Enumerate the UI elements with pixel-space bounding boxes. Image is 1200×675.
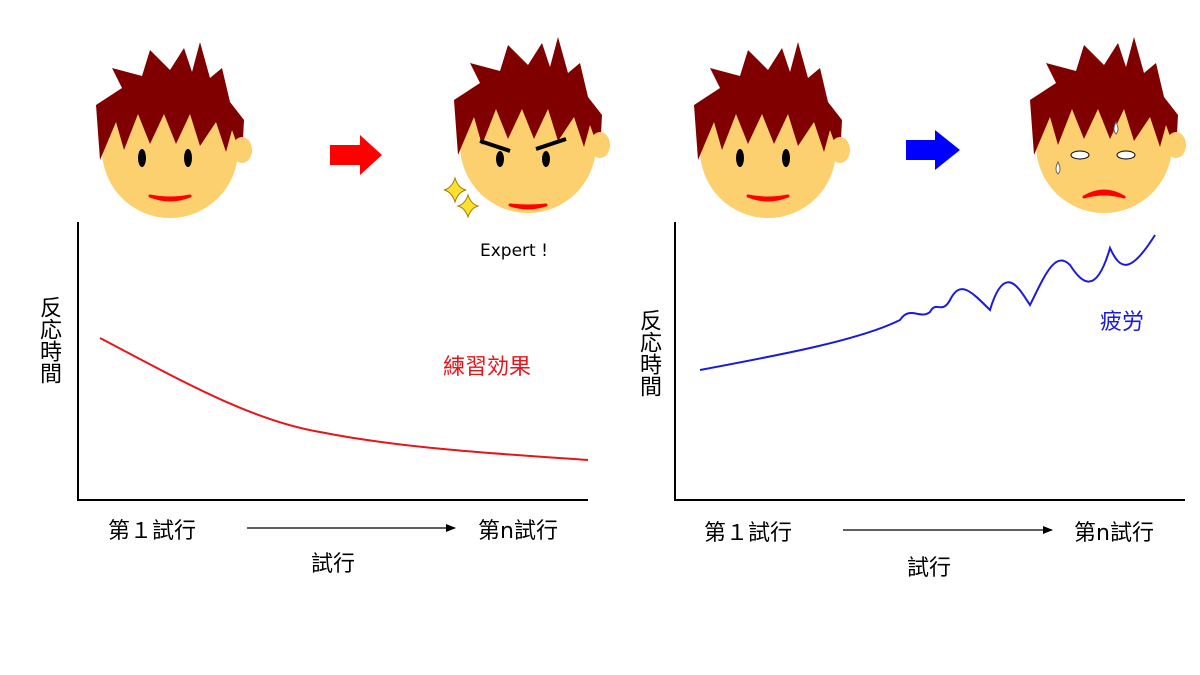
right-axes — [674, 222, 1185, 501]
right-fatigue-curve — [699, 234, 1156, 371]
face-tired-icon — [1030, 37, 1186, 213]
right-y-axis-label: 反応時間 — [636, 309, 661, 397]
practice-effect-label: 練習効果 — [443, 355, 532, 380]
left-x-start-label: 第１試行 — [108, 519, 197, 544]
right-x-end-label: 第n試行 — [1074, 521, 1154, 546]
expert-label: Expert ! — [480, 241, 548, 261]
face-expert-icon — [454, 37, 610, 213]
sweat-drop-icon — [1055, 120, 1119, 175]
face-neutral-icon — [96, 42, 252, 218]
red-arrow-icon — [330, 135, 382, 175]
arrow-shape — [330, 135, 382, 175]
right-x-start-label: 第１試行 — [704, 521, 793, 546]
left-x-axis-label: 試行 — [311, 552, 356, 577]
fatigue-label: 疲労 — [1100, 310, 1145, 335]
left-x-end-label: 第n試行 — [478, 519, 558, 544]
left-y-axis-label: 反応時間 — [36, 296, 61, 384]
right-x-axis-label: 試行 — [907, 556, 952, 581]
left-practice-curve — [99, 337, 589, 461]
sparkle-icon — [443, 176, 480, 219]
face-neutral-icon — [694, 42, 850, 218]
blue-arrow-icon — [906, 130, 960, 170]
left-axes — [77, 222, 588, 501]
